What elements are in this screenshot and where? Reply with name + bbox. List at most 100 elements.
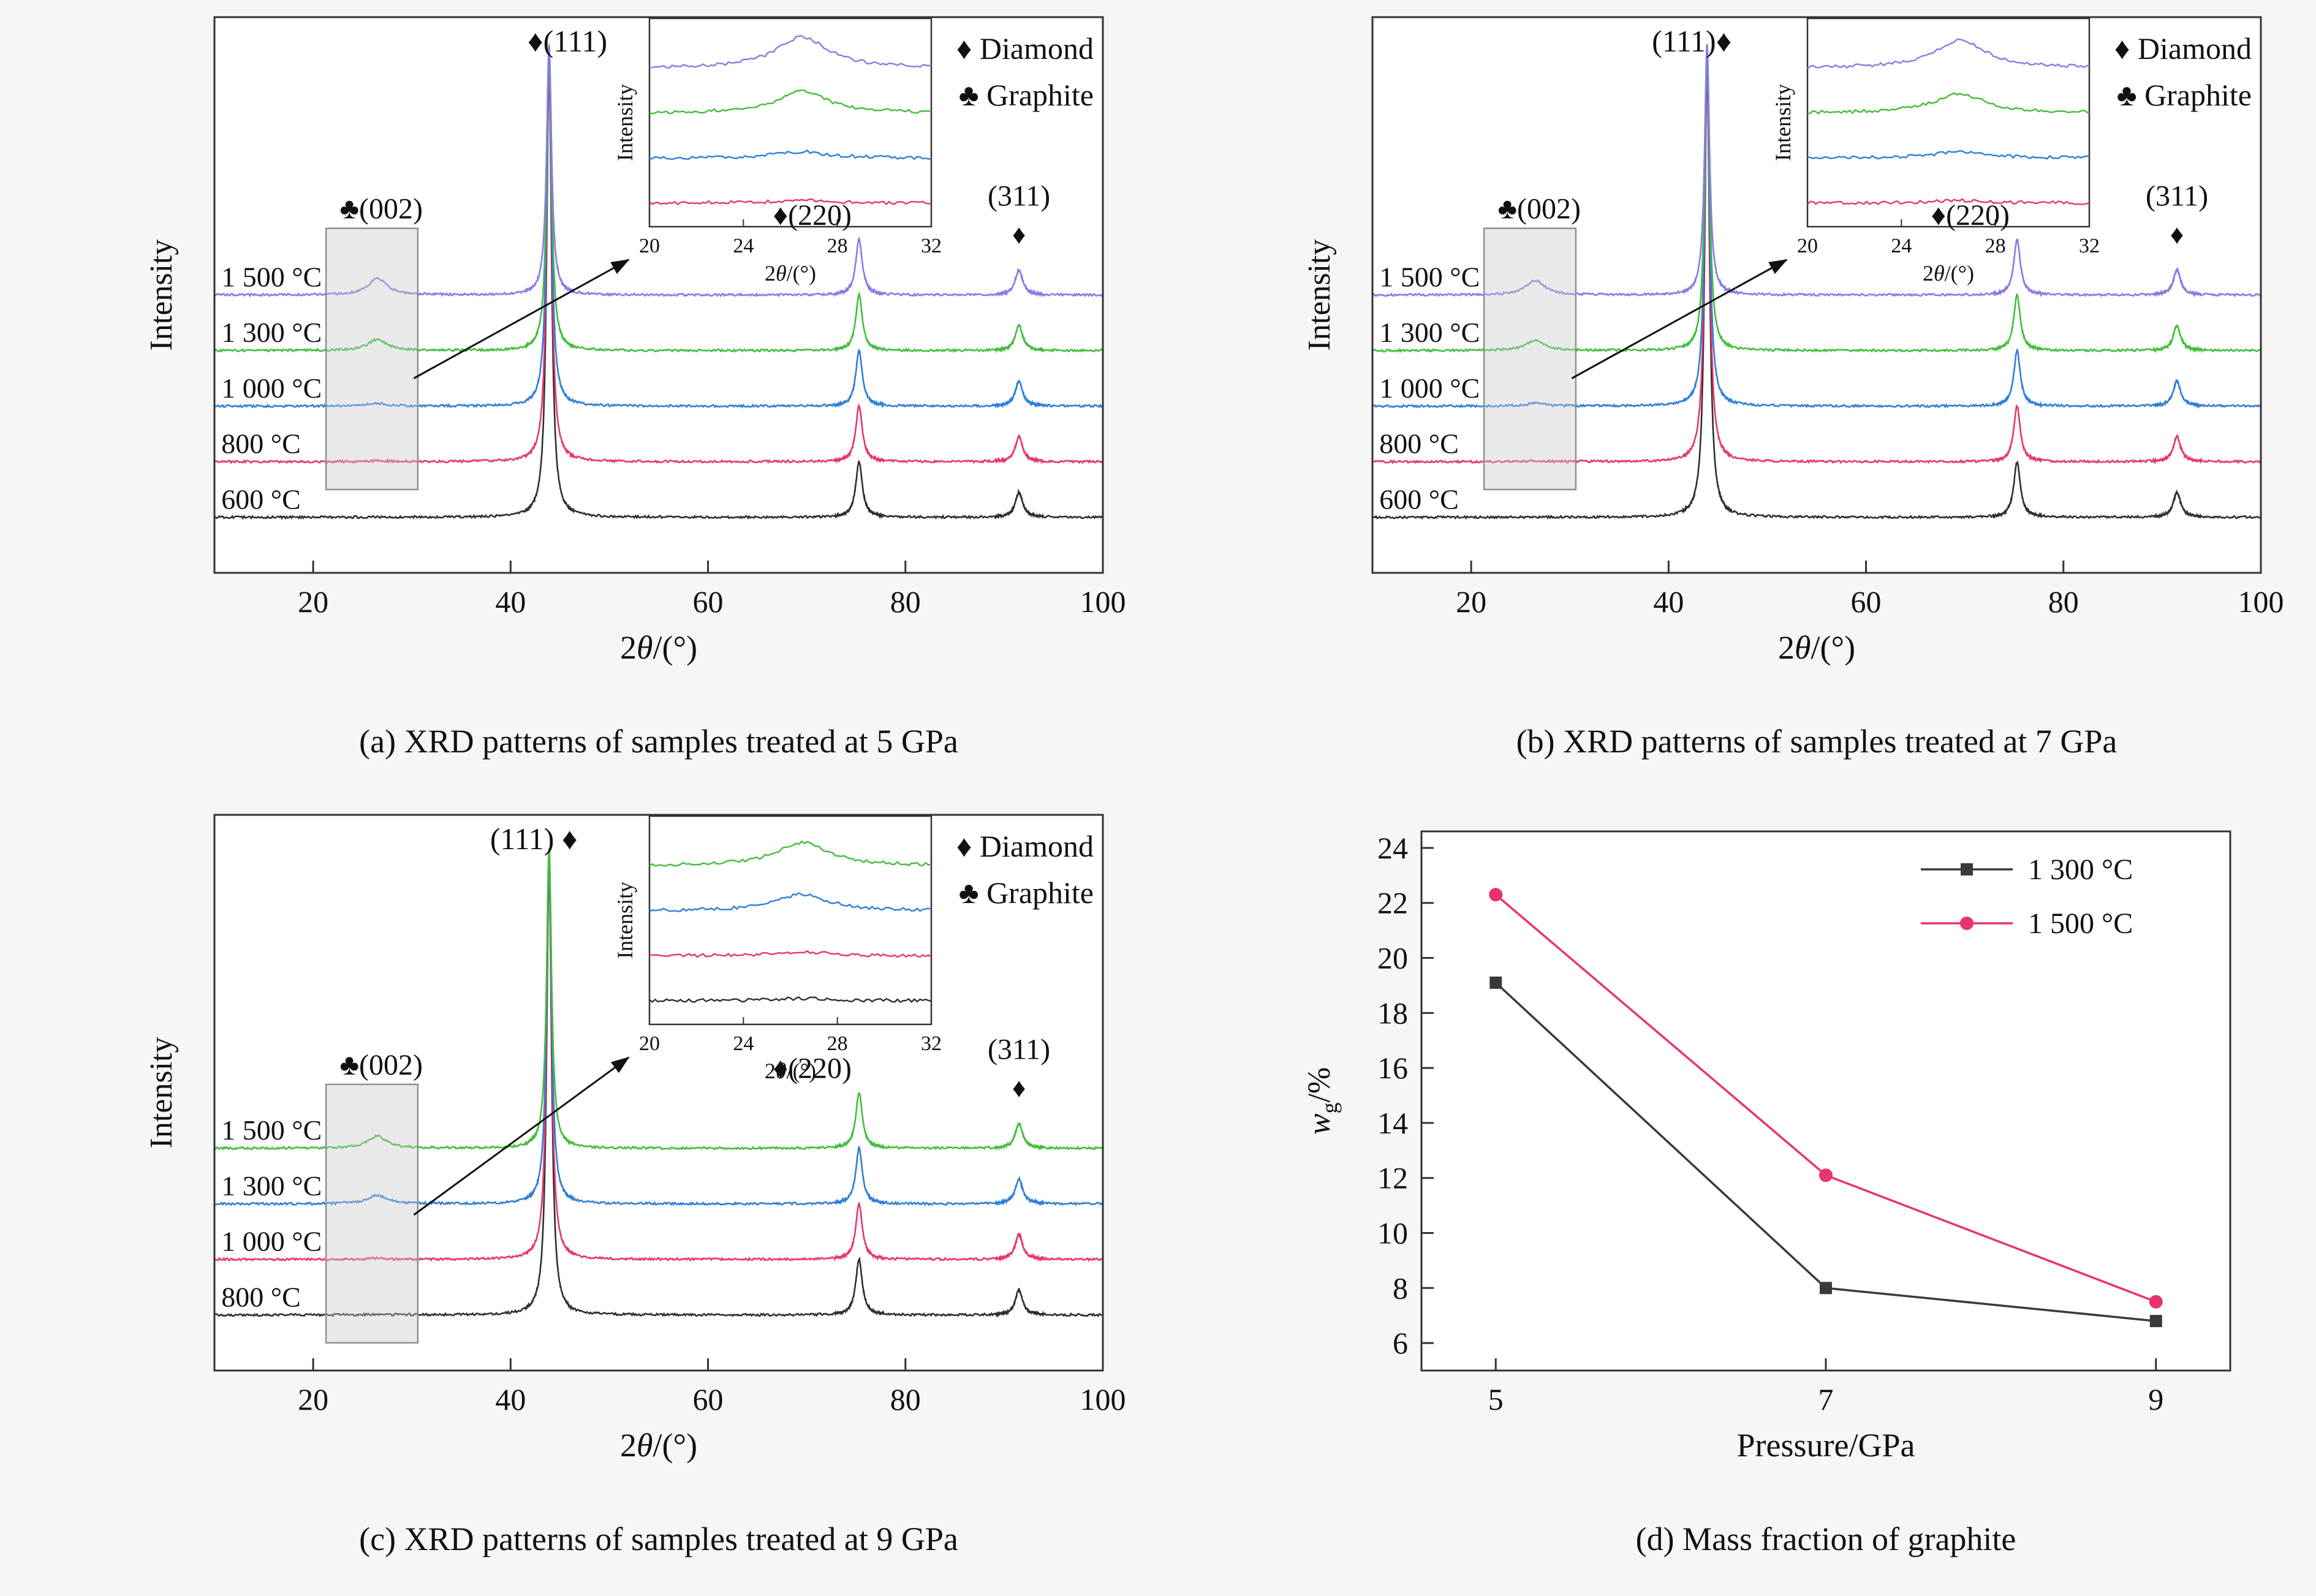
xrd-trace-5 xyxy=(1372,66,2261,520)
x-tick-label: 40 xyxy=(495,584,526,619)
inset-trace-3 xyxy=(649,950,932,958)
inset-y-axis-label: Intensity xyxy=(1771,84,1795,161)
inset-frame xyxy=(648,815,933,1026)
legend-entry-1: ♦ Diamond xyxy=(956,31,1094,66)
y-axis-label: Intensity xyxy=(1302,240,1337,351)
peak-label-111: (111)♦ xyxy=(1652,24,1731,58)
xrd-trace-3 xyxy=(214,858,1103,1262)
inset-pointer-arrow xyxy=(413,1056,630,1216)
y-axis-label: Intensity xyxy=(144,240,179,351)
y-tick-label: 20 xyxy=(1377,941,1408,975)
xrd-chart-7gpa: 600 °C 800 °C 1 000 °C 1 300 °C 1 500 °C 20 24… xyxy=(1302,16,2284,666)
legend-label-2: 1 500 °C xyxy=(2028,907,2133,940)
caption-a: (a) XRD patterns of samples treated at 5… xyxy=(359,723,958,760)
inset-x-tick-label: 24 xyxy=(1891,235,1912,257)
marker-circle xyxy=(1960,917,1974,930)
trace-temperature-label: 800 °C xyxy=(221,1281,301,1312)
x-tick-label: 100 xyxy=(2238,584,2284,619)
peak-label-111: (111) ♦ xyxy=(490,822,578,856)
inset-trace-4 xyxy=(649,996,932,1004)
trace-temperature-label: 600 °C xyxy=(1379,483,1459,515)
trace-temperature-label: 1 000 °C xyxy=(1379,373,1480,404)
inset-y-axis-label: Intensity xyxy=(613,882,637,959)
inset-x-tick-label: 20 xyxy=(1797,235,1818,257)
x-tick-label: 80 xyxy=(2048,584,2079,619)
inset-x-tick-label: 24 xyxy=(733,235,754,257)
inset-x-tick-label: 28 xyxy=(1985,235,2006,257)
x-tick-label: 60 xyxy=(1851,584,1882,619)
x-tick-label: 100 xyxy=(1080,584,1126,619)
inset-x-tick-label: 20 xyxy=(639,235,660,257)
y-tick-label: 8 xyxy=(1393,1271,1408,1305)
xrd-trace-3 xyxy=(214,56,1103,409)
x-axis-label: 2θ/(°) xyxy=(620,1427,697,1464)
x-tick-label: 60 xyxy=(693,584,724,619)
legend-label-1: 1 300 °C xyxy=(2028,853,2133,886)
caption-b: (b) XRD patterns of samples treated at 7… xyxy=(1516,723,2117,760)
xrd-trace-4 xyxy=(214,865,1103,1318)
x-axis-label: 2θ/(°) xyxy=(1778,629,1855,666)
panel-b: 600 °C 800 °C 1 000 °C 1 300 °C 1 500 °C 20 24… xyxy=(1158,0,2316,798)
xrd-trace-5 xyxy=(214,67,1103,520)
inset-x-tick-label: 32 xyxy=(2079,235,2100,257)
x-tick-label: 5 xyxy=(1488,1382,1504,1416)
inset-x-tick-label: 28 xyxy=(827,235,848,257)
peak-marker-311-icon: ♦ xyxy=(2170,220,2184,250)
peak-label-002: ♣(002) xyxy=(340,1049,423,1081)
marker-circle xyxy=(2149,1295,2163,1309)
inset-x-tick-label: 20 xyxy=(639,1032,660,1055)
y-tick-label: 22 xyxy=(1377,886,1408,920)
inset-y-axis-label: Intensity xyxy=(613,84,637,161)
legend-entry-2: ♣ Graphite xyxy=(959,876,1094,910)
inset-trace-2 xyxy=(649,89,932,115)
xrd-trace-2 xyxy=(1372,51,2261,354)
inset-trace-1 xyxy=(1807,38,2090,69)
xrd-trace-1 xyxy=(214,848,1103,1151)
trace-temperature-label: 1 000 °C xyxy=(221,373,322,404)
trace-temperature-label: 1 500 °C xyxy=(1379,262,1480,293)
panel-a: 600 °C 800 °C 1 000 °C 1 300 °C 1 500 °C 20 24… xyxy=(0,0,1158,798)
inset-x-axis-label: 2θ/(°) xyxy=(1923,261,1974,286)
trace-temperature-label: 800 °C xyxy=(1379,428,1459,460)
legend-entry-1: ♦ Diamond xyxy=(2114,31,2252,66)
highlight-region xyxy=(1483,227,1577,491)
plot-frame xyxy=(213,16,1104,574)
plot-frame xyxy=(213,814,1104,1372)
highlight-region xyxy=(325,227,419,491)
x-tick-label: 7 xyxy=(1818,1382,1834,1416)
inset-x-tick-label: 24 xyxy=(733,1032,754,1055)
inset-x-tick-label: 28 xyxy=(827,1032,848,1055)
inset-x-tick-label: 32 xyxy=(921,1032,942,1055)
marker-square xyxy=(1820,1282,1832,1295)
inset-trace-3 xyxy=(649,149,932,161)
peak-label-311: (311) xyxy=(988,180,1050,213)
marker-square xyxy=(2149,1315,2162,1328)
peak-label-111: ♦(111) xyxy=(528,24,607,58)
trace-temperature-label: 1 500 °C xyxy=(221,262,322,293)
peak-label-002: ♣(002) xyxy=(1498,193,1581,225)
peak-marker-311-icon: ♦ xyxy=(1012,220,1026,250)
inset-x-axis-label: 2θ/(°) xyxy=(765,1059,816,1083)
inset-trace-2 xyxy=(1807,92,2090,115)
inset-trace-4 xyxy=(1807,198,2090,205)
plot-frame xyxy=(1420,830,2231,1372)
xrd-trace-4 xyxy=(1372,62,2262,464)
inset-frame xyxy=(1806,17,2091,228)
x-tick-label: 80 xyxy=(890,1382,921,1416)
xrd-trace-1 xyxy=(214,42,1104,298)
x-tick-label: 40 xyxy=(495,1382,526,1416)
y-tick-label: 18 xyxy=(1377,996,1408,1030)
legend-entry-1: ♦ Diamond xyxy=(956,829,1094,863)
panel-d: 5 7 9 6 8 10 12 14 16 18 20 22 24 Pressure/GPa wg/% 1 3… xyxy=(1158,798,2316,1596)
xrd-trace-3 xyxy=(1372,56,2261,409)
x-tick-label: 60 xyxy=(693,1382,724,1416)
inset-frame xyxy=(648,17,933,228)
trace-temperature-label: 800 °C xyxy=(221,428,301,460)
inset-x-tick-label: 32 xyxy=(921,235,942,257)
y-axis-label: wg/% xyxy=(1302,1067,1342,1135)
xrd-trace-2 xyxy=(214,852,1103,1206)
marker-square xyxy=(1489,976,1502,989)
xrd-trace-2 xyxy=(213,50,1104,354)
x-tick-label: 100 xyxy=(1080,1382,1126,1416)
peak-label-220: ♦(220) xyxy=(773,199,852,232)
